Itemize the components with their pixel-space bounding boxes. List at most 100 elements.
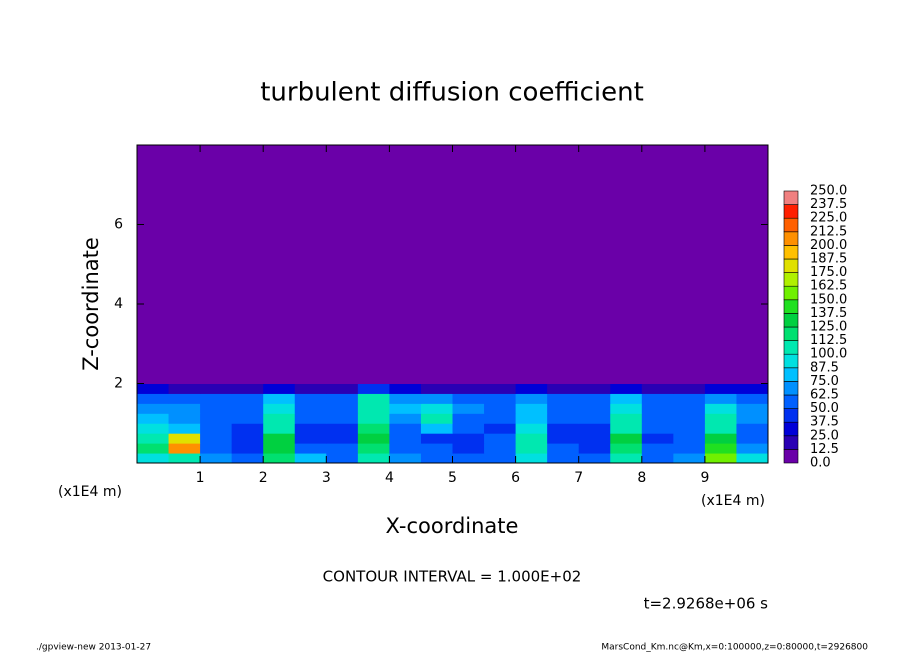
field-cell — [736, 383, 769, 394]
field-cell — [641, 403, 674, 414]
field-cell — [263, 443, 296, 454]
field-cell — [673, 413, 706, 424]
field-cell — [452, 403, 485, 414]
colorbar-label: 175.0 — [810, 265, 847, 280]
field-cell — [704, 393, 737, 404]
field-cell — [326, 433, 359, 444]
colorbar-label: 75.0 — [810, 374, 839, 389]
colorbar-label: 212.5 — [810, 224, 847, 239]
field-cell — [484, 423, 517, 434]
field-cell — [484, 393, 517, 404]
field-cell — [610, 403, 643, 414]
colorbar-swatch — [783, 326, 799, 341]
field-cell — [200, 433, 233, 444]
field-cell — [484, 443, 517, 454]
field-cell — [357, 423, 390, 434]
field-cell — [578, 443, 611, 454]
field-cell — [452, 433, 485, 444]
field-cell — [515, 413, 548, 424]
field-cell — [168, 443, 201, 454]
field-cell — [578, 423, 611, 434]
field-cell — [452, 145, 485, 384]
field-cell — [452, 393, 485, 404]
field-cell — [168, 383, 201, 394]
field-cell — [389, 403, 422, 414]
field-cell — [736, 403, 769, 414]
field-cell — [137, 433, 170, 444]
field-cell — [326, 383, 359, 394]
time-note: t=2.9268e+06 s — [644, 595, 769, 613]
field-cell — [357, 443, 390, 454]
field-cell — [515, 383, 548, 394]
x-tick-label: 8 — [637, 470, 646, 486]
field-cell — [294, 413, 327, 424]
field-cell — [641, 383, 674, 394]
field-cell — [168, 433, 201, 444]
x-tick-label: 7 — [574, 470, 583, 486]
colorbar-label: 125.0 — [810, 320, 847, 335]
field-cell — [452, 423, 485, 434]
field-cell — [578, 393, 611, 404]
x-tick-label: 1 — [196, 470, 205, 486]
field-cell — [610, 383, 643, 394]
field-cell — [704, 403, 737, 414]
y-tick-label: 2 — [114, 376, 123, 392]
field-cell — [547, 423, 580, 434]
colorbar-swatch — [783, 435, 799, 450]
field-cell — [641, 443, 674, 454]
field-cell — [515, 403, 548, 414]
field-cell — [704, 423, 737, 434]
colorbar-swatch — [783, 299, 799, 314]
colorbar-swatch — [783, 272, 799, 287]
field-cell — [231, 443, 264, 454]
field-cell — [452, 413, 485, 424]
field-cell — [641, 423, 674, 434]
field-cell — [231, 145, 264, 384]
field-cell — [484, 383, 517, 394]
field-cell — [168, 453, 201, 464]
field-cell — [389, 423, 422, 434]
field-cell — [231, 453, 264, 464]
field-cell — [547, 393, 580, 404]
y-tick-label: 4 — [114, 296, 123, 312]
colorbar-swatch — [783, 381, 799, 396]
field-cell — [389, 413, 422, 424]
footer-left: ./gpview-new 2013-01-27 — [36, 643, 151, 653]
field-cell — [294, 433, 327, 444]
field-cell — [484, 433, 517, 444]
field-cell — [357, 403, 390, 414]
field-cell — [736, 433, 769, 444]
field-cell — [326, 453, 359, 464]
field-cell — [137, 383, 170, 394]
field-cell — [452, 453, 485, 464]
field-cell — [200, 403, 233, 414]
field-cell — [547, 453, 580, 464]
x-tick-label: 6 — [511, 470, 520, 486]
colorbar-swatch — [783, 285, 799, 301]
field-cell — [326, 423, 359, 434]
colorbar-label: 100.0 — [810, 347, 847, 362]
field-cell — [547, 413, 580, 424]
field-cell — [168, 145, 201, 384]
field-cell — [357, 393, 390, 404]
y-axis-label: Z-coordinate — [79, 237, 103, 371]
field-cell — [420, 403, 453, 414]
x-tick-label: 9 — [700, 470, 709, 486]
field-cell — [357, 433, 390, 444]
field-cell — [578, 383, 611, 394]
colorbar-label: 237.5 — [810, 197, 847, 212]
field-cell — [294, 145, 327, 384]
field-cell — [389, 433, 422, 444]
field-cell — [263, 433, 296, 444]
field-cell — [610, 145, 643, 384]
colorbar-swatch — [783, 217, 799, 233]
field-cell — [420, 413, 453, 424]
colorbar-label: 37.5 — [810, 415, 839, 430]
field-cell — [673, 383, 706, 394]
field-cell — [389, 453, 422, 464]
field-cell — [420, 443, 453, 454]
colorbar-swatch — [783, 258, 799, 273]
field-cell — [263, 393, 296, 404]
field-cell — [137, 443, 170, 454]
